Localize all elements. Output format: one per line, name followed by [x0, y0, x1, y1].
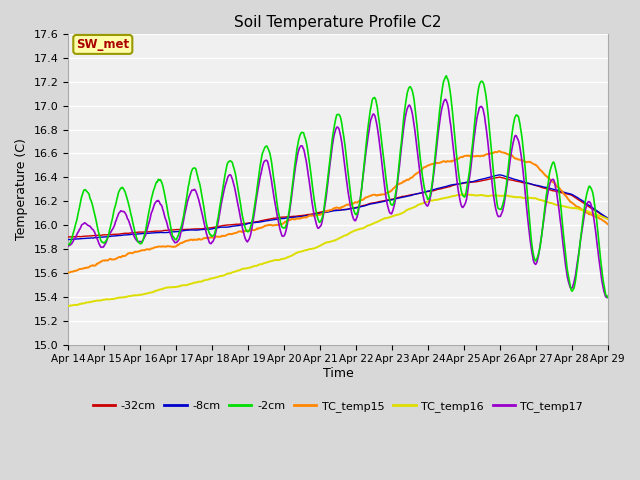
Text: SW_met: SW_met — [76, 38, 129, 51]
Y-axis label: Temperature (C): Temperature (C) — [15, 138, 28, 240]
X-axis label: Time: Time — [323, 367, 353, 380]
Legend: -32cm, -8cm, -2cm, TC_temp15, TC_temp16, TC_temp17: -32cm, -8cm, -2cm, TC_temp15, TC_temp16,… — [88, 397, 588, 417]
Title: Soil Temperature Profile C2: Soil Temperature Profile C2 — [234, 15, 442, 30]
